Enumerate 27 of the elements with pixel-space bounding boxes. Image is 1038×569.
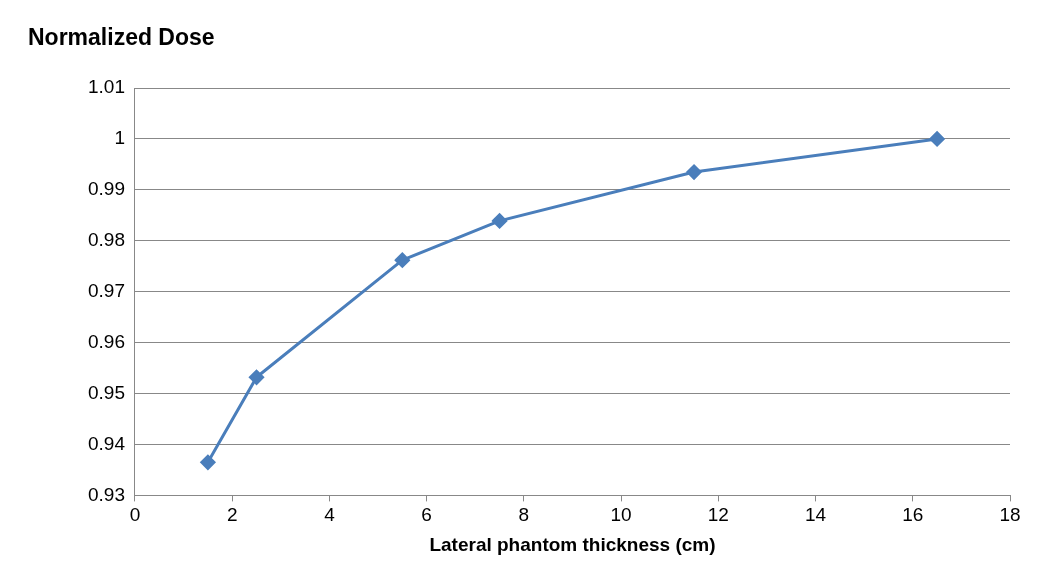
x-tick-label: 16 xyxy=(902,504,924,526)
x-tick-label: 10 xyxy=(610,504,632,526)
x-tick-label: 2 xyxy=(226,504,238,526)
y-tick-label: 1.01 xyxy=(88,76,125,98)
point xyxy=(929,131,945,147)
point xyxy=(249,369,265,385)
y-tick-label: 0.93 xyxy=(88,483,125,505)
y-tick-label: 0.97 xyxy=(88,279,125,301)
x-tick-label: 4 xyxy=(324,504,336,526)
x-tick-label: 8 xyxy=(518,504,530,526)
point xyxy=(492,213,508,229)
x-tick-label: 6 xyxy=(421,504,432,526)
y-tick-label: 0.94 xyxy=(88,432,126,454)
x-tick-label: 0 xyxy=(129,504,141,526)
y-tick-label: 0.98 xyxy=(88,229,125,251)
x-axis-title: Lateral phantom thickness (cm) xyxy=(429,533,716,555)
y-tick-label: 1 xyxy=(114,127,125,149)
x-tick-label: 18 xyxy=(999,504,1021,526)
y-tick-label: 0.96 xyxy=(88,330,125,352)
point xyxy=(394,252,410,268)
x-tick-label: 14 xyxy=(804,504,827,526)
y-tick-label: 0.99 xyxy=(88,178,125,200)
point xyxy=(686,164,702,180)
y-tick-label: 0.95 xyxy=(88,381,125,403)
x-tick-label: 12 xyxy=(707,504,729,526)
point xyxy=(200,454,216,470)
y-axis-title: Normalized Dose xyxy=(28,24,215,51)
